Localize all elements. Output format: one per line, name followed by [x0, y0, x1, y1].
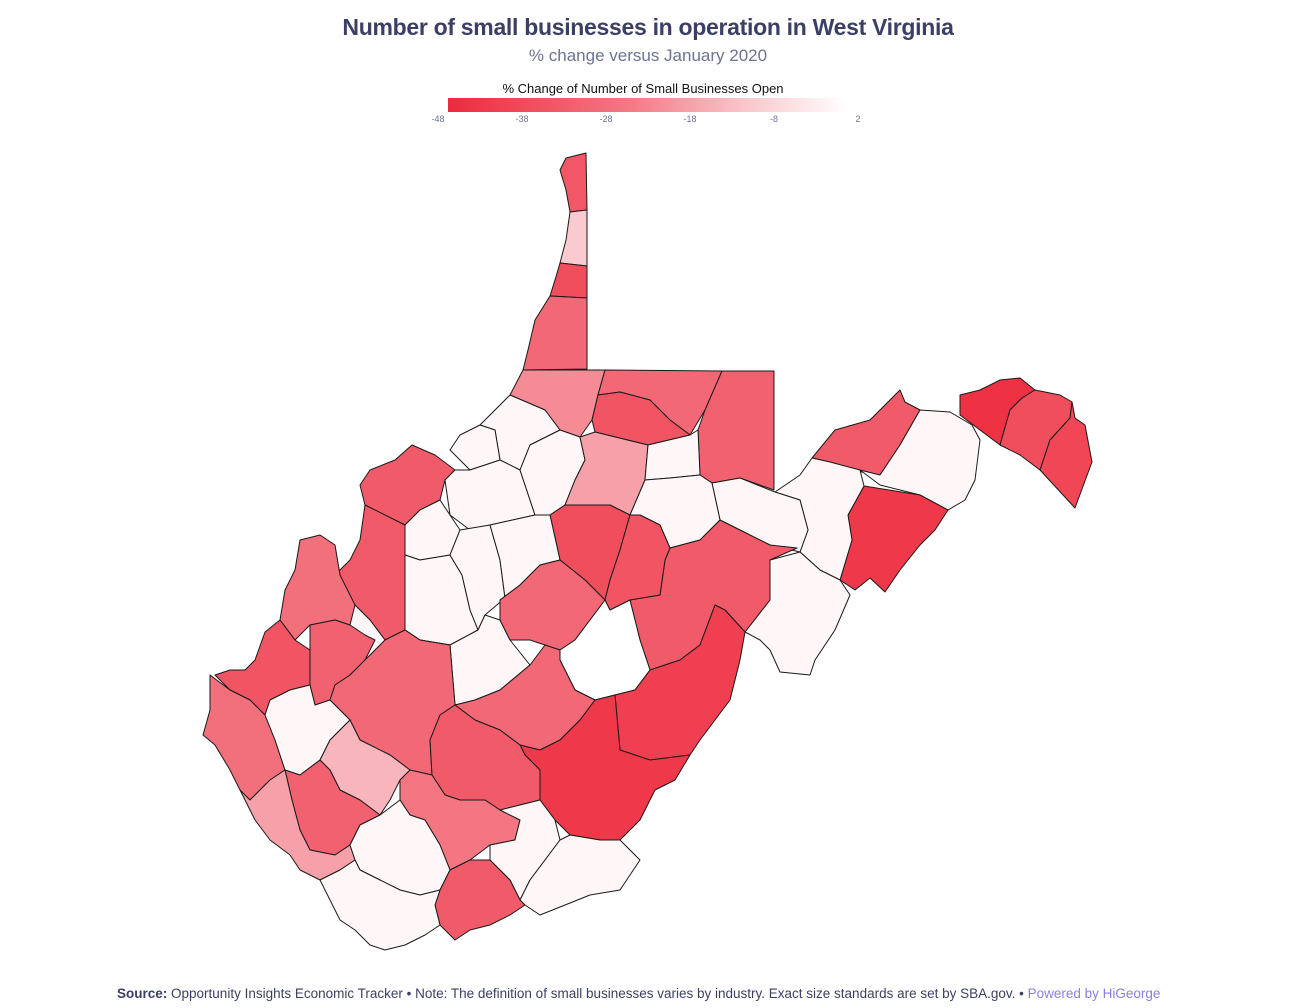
county-monroe[interactable]: [519, 834, 641, 916]
map-subtitle: % change versus January 2020: [528, 46, 768, 65]
county-hancock[interactable]: [559, 152, 588, 213]
county-ohio[interactable]: [549, 262, 588, 299]
county-marshall[interactable]: [522, 295, 588, 371]
map-title: Number of small businesses in operation …: [342, 14, 954, 40]
legend-title: % Change of Number of Small Businesses O…: [502, 81, 784, 96]
county-hardy[interactable]: [839, 485, 949, 593]
footer: Source: Opportunity Insights Economic Tr…: [117, 986, 1160, 1001]
source-label: Source:: [117, 986, 168, 1001]
source-text: Opportunity Insights Economic Tracker • …: [171, 986, 1028, 1001]
powered-by-link[interactable]: Powered by HiGeorge: [1027, 986, 1161, 1001]
legend-tick: -48: [431, 114, 445, 124]
county-mcdowell[interactable]: [319, 859, 441, 951]
legend-tick: -38: [515, 114, 529, 124]
legend-tick: -28: [599, 114, 613, 124]
west-virginia-county-map: [202, 152, 1093, 951]
legend-ticks: -48 -38 -28 -18 -8 2: [0, 114, 1296, 128]
legend-tick: 2: [855, 114, 861, 124]
legend-color-scale: [448, 98, 848, 112]
county-jefferson[interactable]: [1039, 401, 1093, 509]
legend-tick: -8: [769, 114, 779, 124]
county-gilmer[interactable]: [449, 524, 506, 631]
legend-tick: -18: [683, 114, 697, 124]
county-upshur[interactable]: [604, 514, 671, 611]
county-brooke[interactable]: [559, 209, 588, 267]
